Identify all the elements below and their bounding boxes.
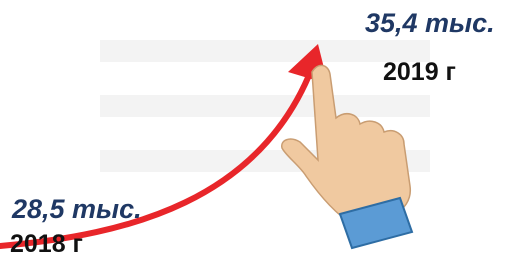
growth-infographic: 35,4 тыс. 2019 г 28,5 тыс. 2018 г	[0, 0, 521, 259]
end-value: 35,4 тыс.	[365, 8, 495, 38]
start-value: 28,5 тыс.	[11, 194, 142, 224]
end-year: 2019 г	[383, 58, 456, 86]
start-year: 2018 г	[10, 230, 83, 258]
